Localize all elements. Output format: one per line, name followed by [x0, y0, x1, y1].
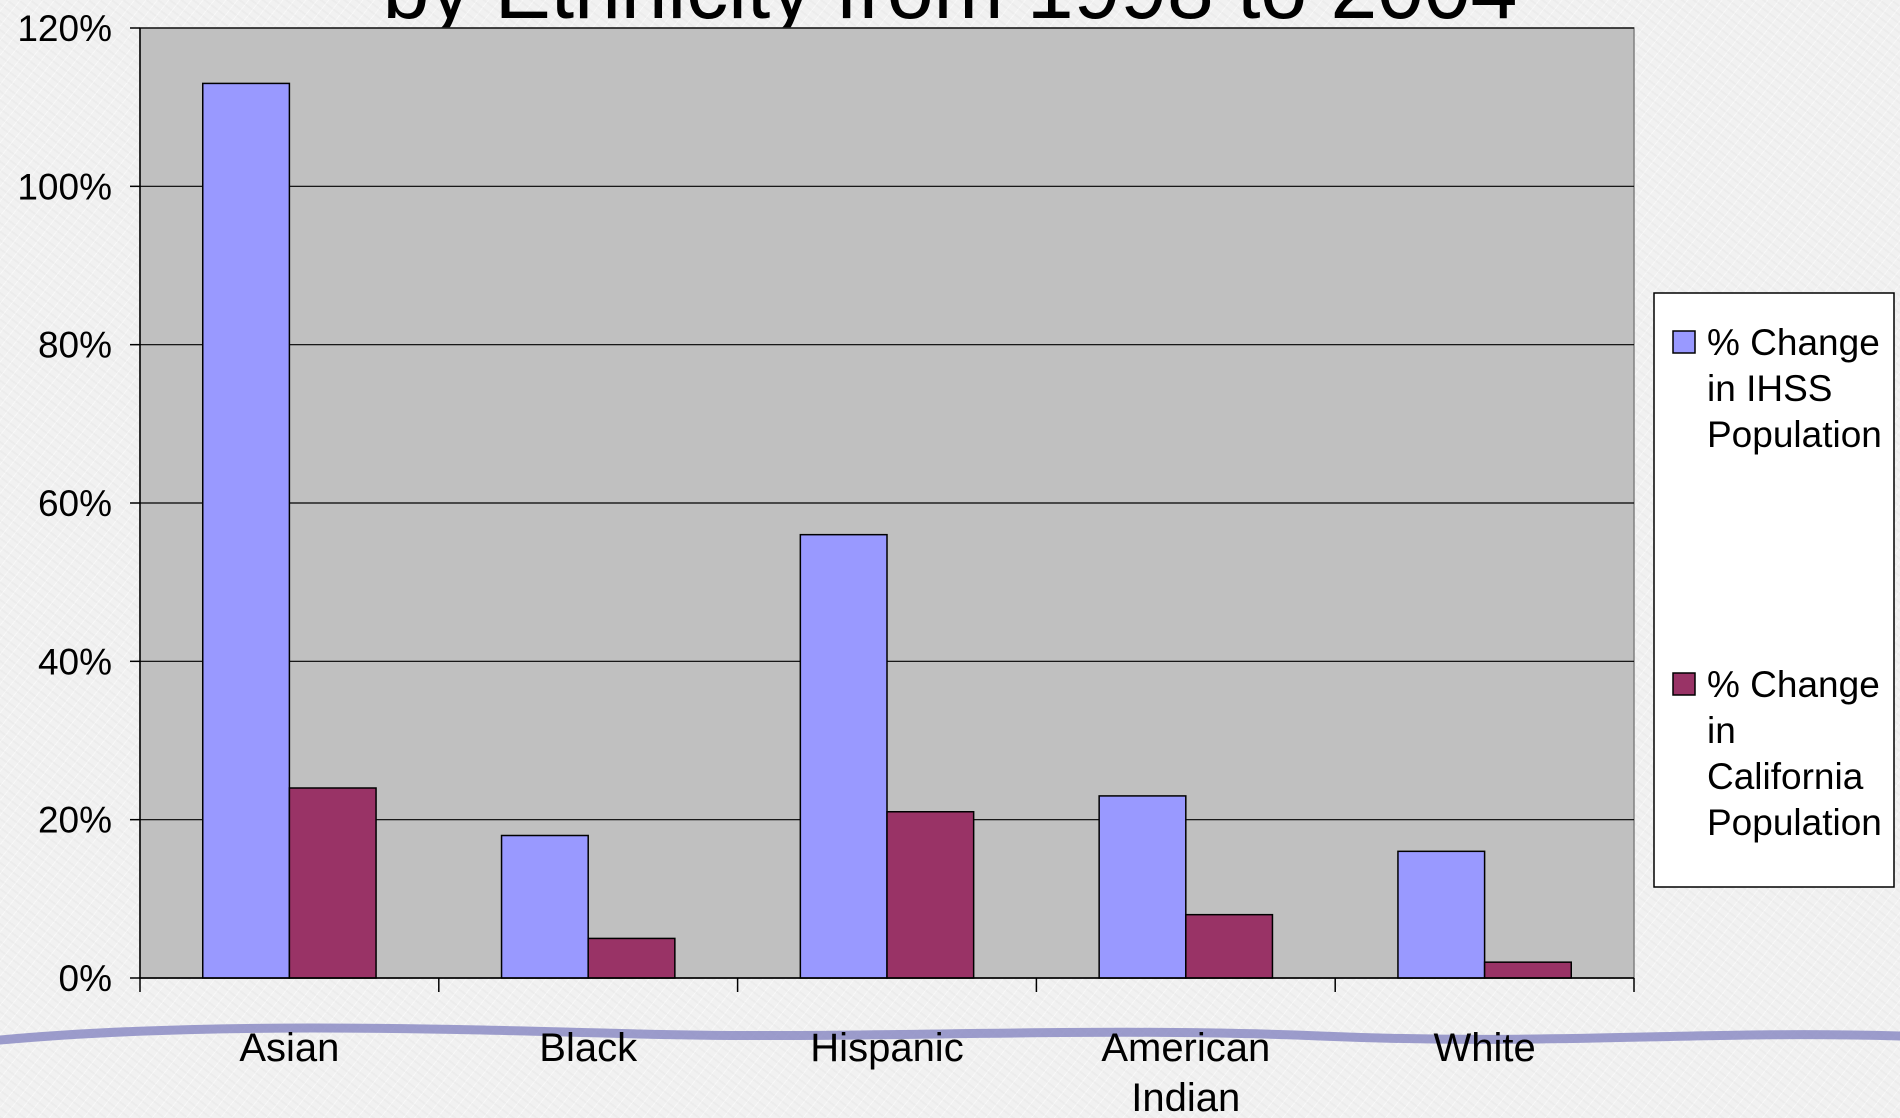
x-tick-label: American Indian	[1101, 1026, 1270, 1118]
bar-series-1-cat-5	[1397, 850, 1486, 979]
legend: % Change in IHSS Population % Change in Calif…	[1653, 292, 1895, 888]
x-tick-label: Hispanic	[810, 1026, 963, 1070]
bar-series-2-cat-4	[1185, 913, 1274, 979]
y-tick-label: 60%	[38, 483, 112, 524]
y-tick-label: 80%	[38, 325, 112, 366]
x-axis-labels: Asian Black Hispanic American Indian White	[239, 1026, 1535, 1118]
axes	[130, 27, 1635, 992]
bar-series-2-cat-3	[886, 811, 975, 979]
x-tick-label: Black	[539, 1026, 638, 1070]
x-tick-label: White	[1433, 1026, 1535, 1070]
bar-series-2-cat-2	[587, 937, 676, 979]
y-tick-label: 120%	[17, 8, 112, 49]
y-tick-label: 20%	[38, 800, 112, 841]
legend-label-1: % Change in IHSS Population	[1707, 322, 1882, 455]
legend-box	[1653, 292, 1895, 888]
y-axis-labels: 0% 20% 40% 60% 80% 100% 120%	[17, 8, 112, 999]
y-tick-label: 40%	[38, 641, 112, 682]
bar-series-2-cat-1	[288, 787, 377, 979]
bar-series-1-cat-1	[201, 82, 291, 979]
legend-label-2: % Change in California Population	[1707, 664, 1882, 843]
bar-series-2-cat-5	[1483, 961, 1573, 979]
decorative-swoosh	[0, 1023, 1900, 1045]
bar-series-1-cat-2	[500, 834, 589, 979]
y-tick-label: 0%	[59, 958, 112, 999]
y-tick-label: 100%	[17, 166, 112, 207]
legend-swatch-1	[1672, 330, 1696, 354]
legend-swatch-2	[1672, 672, 1696, 696]
x-tick-label: Asian	[239, 1026, 339, 1070]
bar-series-1-cat-3	[799, 533, 888, 979]
bars	[201, 82, 1573, 979]
bar-series-1-cat-4	[1098, 795, 1187, 979]
